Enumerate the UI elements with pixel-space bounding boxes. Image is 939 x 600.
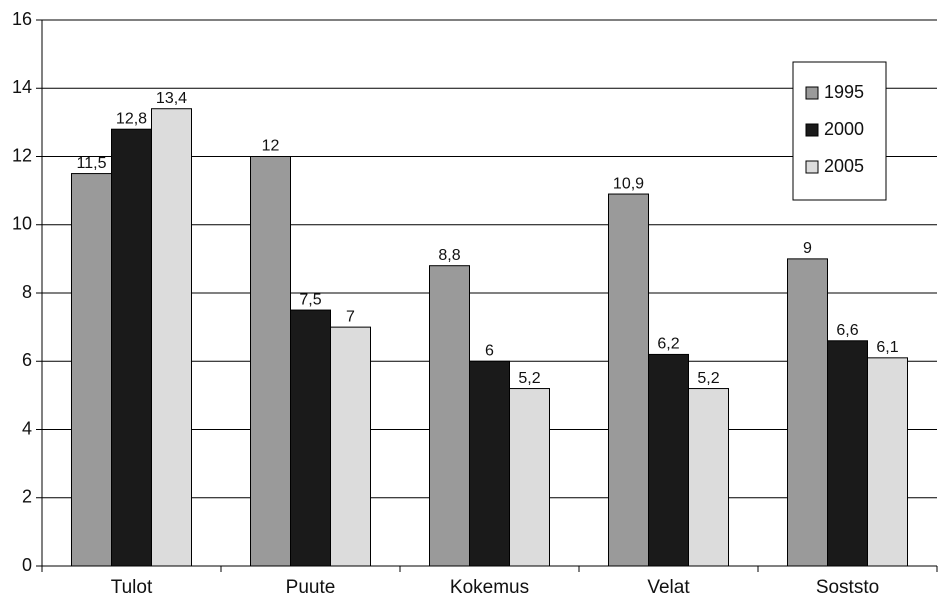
bar: [429, 265, 470, 567]
y-tick-label: 14: [12, 77, 32, 97]
bar: [648, 353, 689, 567]
bar: [688, 388, 729, 567]
value-label: 7: [346, 308, 355, 325]
value-label: 9: [803, 240, 812, 257]
legend-label: 1995: [824, 82, 864, 102]
x-tick-label: Soststo: [816, 577, 879, 598]
bar: [330, 326, 371, 567]
bar: [250, 156, 291, 567]
bar: [71, 173, 112, 567]
value-label: 6: [485, 342, 494, 359]
y-tick-label: 12: [12, 145, 32, 165]
x-tick-label: Puute: [286, 577, 336, 598]
value-label: 5,2: [518, 370, 540, 387]
value-label: 6,1: [876, 339, 898, 356]
bar: [469, 360, 510, 567]
bar: [608, 193, 649, 567]
value-label: 13,4: [156, 90, 187, 107]
legend-swatch: [805, 86, 819, 100]
legend-swatch: [805, 160, 819, 174]
y-tick-label: 10: [12, 214, 32, 234]
y-tick-label: 0: [22, 555, 32, 575]
y-tick-label: 4: [22, 418, 32, 438]
bar: [787, 258, 828, 567]
value-label: 12,8: [116, 110, 147, 127]
y-tick-label: 8: [22, 282, 32, 302]
legend-label: 2000: [824, 119, 864, 139]
y-tick-label: 6: [22, 350, 32, 370]
value-label: 7,5: [299, 291, 321, 308]
value-label: 11,5: [77, 155, 107, 172]
value-label: 6,6: [836, 322, 858, 339]
value-label: 5,2: [697, 370, 719, 387]
value-label: 10,9: [613, 175, 644, 192]
x-tick-label: Tulot: [111, 577, 153, 598]
bar: [867, 357, 908, 567]
x-tick-label: Kokemus: [450, 577, 529, 598]
y-tick-label: 2: [22, 487, 32, 507]
x-tick-label: Velat: [647, 577, 690, 598]
value-label: 12: [262, 138, 280, 155]
bar: [111, 128, 152, 567]
bar: [827, 340, 868, 567]
bar: [509, 388, 550, 567]
value-label: 8,8: [438, 247, 460, 264]
y-tick-label: 16: [12, 9, 32, 29]
bar: [151, 108, 192, 567]
legend-swatch: [805, 123, 819, 137]
value-label: 6,2: [657, 336, 679, 353]
bar: [290, 309, 331, 567]
legend-label: 2005: [824, 156, 864, 176]
